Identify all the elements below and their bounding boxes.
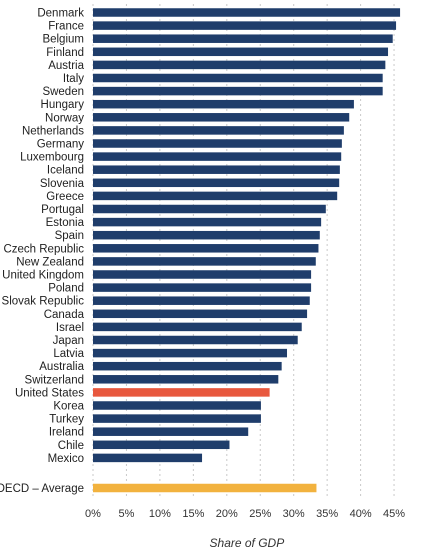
x-axis-title: Share of GDP	[210, 536, 285, 550]
bar	[93, 283, 312, 292]
x-tick-label: 45%	[383, 508, 405, 520]
category-label: Slovak Republic	[2, 296, 85, 308]
category-label: Mexico	[48, 453, 84, 465]
bar	[93, 217, 322, 227]
bar	[93, 335, 298, 345]
category-label: Latvia	[53, 348, 84, 360]
x-tick-labels: 0% 5% 10% 15% 20% 25% 30% 35% 40% 45%	[85, 508, 405, 520]
bar	[93, 47, 389, 57]
category-label: Hungary	[41, 99, 85, 111]
bar	[93, 270, 312, 279]
bar	[93, 230, 320, 240]
bar	[93, 440, 230, 450]
average-label: OECD – Average	[0, 483, 84, 495]
category-label: Portugal	[41, 204, 84, 216]
category-label: France	[48, 21, 84, 33]
bar	[93, 414, 261, 423]
x-tick-label: 15%	[182, 508, 204, 520]
bar	[93, 427, 249, 436]
category-label: Ireland	[49, 427, 84, 439]
category-label: Austria	[48, 60, 84, 72]
bar	[93, 8, 401, 17]
category-label: Sweden	[42, 86, 84, 98]
category-label: Estonia	[46, 217, 85, 229]
category-labels: DenmarkFranceBelgiumFinlandAustriaItalyS…	[0, 8, 85, 496]
x-tick-label: 30%	[283, 508, 305, 520]
bar	[93, 191, 338, 201]
category-label: Belgium	[42, 34, 84, 46]
bar	[93, 204, 326, 214]
bar	[93, 165, 340, 174]
bar	[93, 322, 302, 332]
category-label: Iceland	[47, 165, 84, 177]
x-tick-label: 10%	[149, 508, 171, 520]
category-label: Czech Republic	[3, 243, 84, 255]
bar	[93, 21, 397, 30]
category-label: Finland	[46, 47, 84, 59]
category-label: Canada	[44, 309, 85, 321]
category-label: Slovenia	[40, 178, 85, 190]
x-tick-label: 40%	[350, 508, 372, 520]
bar	[93, 99, 354, 109]
bar	[93, 257, 316, 266]
category-label: Chile	[58, 440, 84, 452]
category-label: Germany	[37, 139, 85, 151]
category-label: Luxembourg	[20, 152, 84, 164]
x-tick-label: 35%	[316, 508, 338, 520]
bar	[93, 126, 344, 135]
category-label: Spain	[55, 230, 84, 242]
category-label: Switzerland	[25, 374, 84, 386]
category-label: Denmark	[37, 8, 84, 20]
x-tick-label: 20%	[216, 508, 238, 520]
category-label: Netherlands	[22, 125, 84, 137]
bar	[93, 296, 310, 305]
category-label: Korea	[53, 401, 84, 413]
category-label: Italy	[63, 73, 84, 85]
bar	[93, 60, 386, 70]
x-tick-label: 0%	[85, 508, 101, 520]
bar	[93, 139, 342, 148]
bar	[93, 34, 393, 43]
category-label: New Zealand	[16, 256, 84, 268]
bar	[93, 453, 203, 463]
bar	[93, 178, 340, 188]
bar	[93, 348, 288, 358]
category-label: Poland	[48, 283, 84, 295]
bar	[93, 375, 279, 384]
category-label: Israel	[56, 322, 84, 334]
category-label: Australia	[39, 361, 84, 373]
x-tick-label: 5%	[118, 508, 134, 520]
category-label: United Kingdom	[2, 270, 84, 282]
bar	[93, 86, 383, 96]
bar	[93, 152, 342, 161]
category-label: United States	[15, 387, 84, 399]
category-label: Turkey	[49, 414, 84, 426]
bars	[93, 8, 401, 493]
category-label: Norway	[45, 112, 84, 124]
bar	[93, 361, 282, 371]
category-label: Greece	[46, 191, 84, 203]
bar-highlight	[93, 388, 270, 397]
bar	[93, 244, 319, 253]
bar	[93, 309, 308, 319]
bar-average	[93, 483, 317, 493]
category-label: Japan	[53, 335, 84, 347]
x-tick-label: 25%	[249, 508, 271, 520]
bar	[93, 401, 261, 410]
bar	[93, 113, 350, 122]
bar	[93, 73, 383, 83]
